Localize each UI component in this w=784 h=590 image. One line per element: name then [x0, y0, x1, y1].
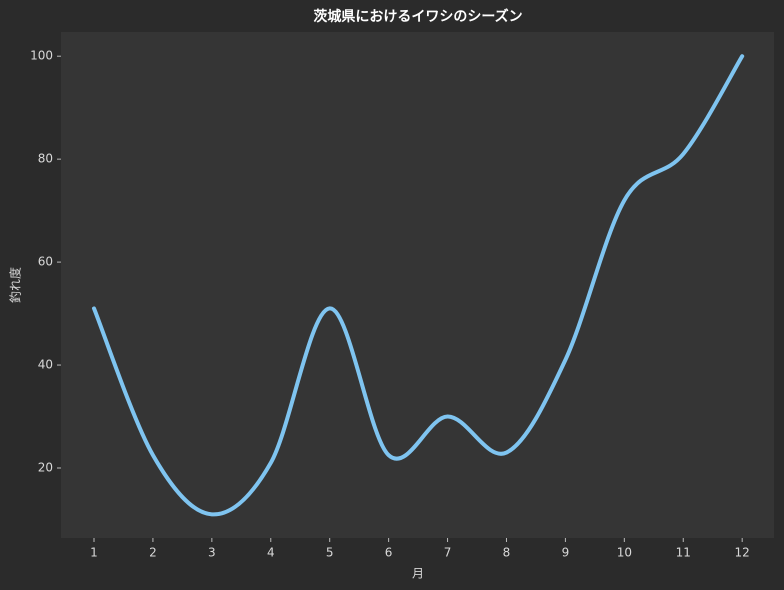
y-tick-label: 60 — [38, 255, 53, 269]
x-tick-label: 12 — [735, 546, 750, 560]
x-tick-label: 8 — [503, 546, 511, 560]
x-tick-label: 3 — [208, 546, 216, 560]
plot-area — [61, 32, 774, 538]
x-tick-label: 2 — [149, 546, 157, 560]
line-series — [91, 54, 745, 517]
x-tick-label: 7 — [444, 546, 452, 560]
x-axis-label: 月 — [412, 567, 424, 581]
x-tick-label: 5 — [326, 546, 334, 560]
y-axis-label: 釣れ度 — [8, 267, 23, 303]
y-tick-label: 80 — [38, 152, 53, 166]
x-tick-label: 10 — [617, 546, 632, 560]
y-tick-label: 20 — [38, 460, 53, 474]
x-tick-label: 6 — [385, 546, 393, 560]
x-tick-label: 9 — [562, 546, 570, 560]
chart-title: 茨城県におけるイワシのシーズン — [313, 8, 522, 25]
x-tick-label: 4 — [267, 546, 275, 560]
x-tick-label: 11 — [676, 546, 691, 560]
y-tick-label: 40 — [38, 358, 53, 372]
y-tick-label: 100 — [30, 49, 53, 63]
x-tick-label: 1 — [90, 546, 98, 560]
